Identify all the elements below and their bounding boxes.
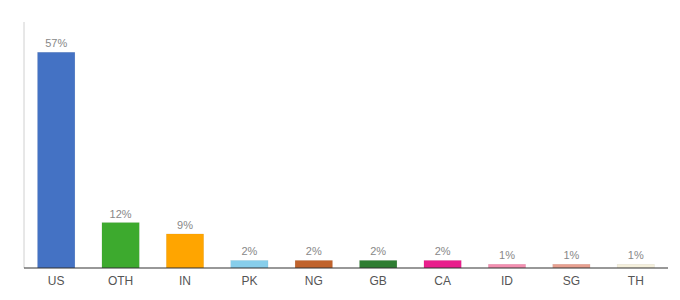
bar: [38, 52, 75, 268]
y-axis-line: [24, 22, 25, 268]
x-tick-label: CA: [434, 274, 451, 288]
data-label: 2%: [435, 245, 451, 257]
bar: [102, 223, 139, 268]
bar: [231, 260, 268, 268]
data-label: 12%: [110, 208, 132, 220]
chart-container: US OTH IN PK NG GB CA ID SG TH 57% 12% 9% 2% 2% 2% 2% 1% 1…: [0, 0, 680, 300]
x-tick-label: PK: [241, 274, 257, 288]
x-tick-label: IN: [179, 274, 191, 288]
data-label: 1%: [499, 249, 515, 261]
bars: [38, 52, 655, 268]
x-axis-line: [24, 267, 668, 268]
bar: [295, 260, 332, 268]
x-tick-label: TH: [628, 274, 644, 288]
data-label: 57%: [45, 37, 67, 49]
bar: [166, 234, 203, 268]
data-label: 2%: [241, 245, 257, 257]
x-tick-label: US: [48, 274, 65, 288]
data-label: 1%: [628, 249, 644, 261]
chart: US OTH IN PK NG GB CA ID SG TH 57% 12% 9% 2% 2% 2% 2% 1% 1…: [0, 0, 680, 300]
data-label: 9%: [177, 219, 193, 231]
data-label: 1%: [563, 249, 579, 261]
bar: [360, 260, 397, 268]
x-tick-label: NG: [305, 274, 323, 288]
data-label: 2%: [370, 245, 386, 257]
x-tick-label: ID: [501, 274, 513, 288]
x-tick-label: GB: [370, 274, 387, 288]
bar: [424, 260, 461, 268]
data-label: 2%: [306, 245, 322, 257]
x-tick-label: SG: [563, 274, 580, 288]
x-tick-label: OTH: [108, 274, 133, 288]
